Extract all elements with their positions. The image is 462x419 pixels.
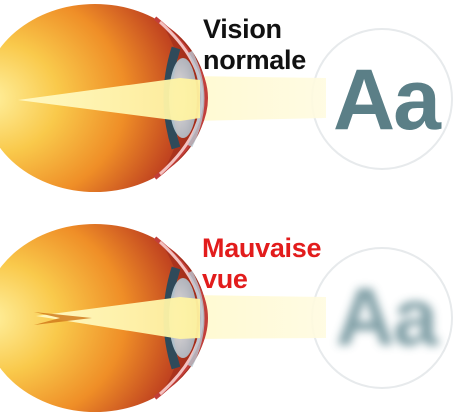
normal-vision-line1: Vision <box>203 14 282 44</box>
bad-vision-label: Mauvaise vue <box>202 233 321 295</box>
bad-vision-line1: Mauvaise <box>202 233 322 263</box>
normal-vision-line2: normale <box>203 45 306 75</box>
bad-vision-line2: vue <box>202 264 248 294</box>
bad-letters: Aa <box>336 272 440 363</box>
bad-vision-panel: Aa <box>0 224 453 412</box>
bad-eye <box>0 224 209 412</box>
normal-letters: Aa <box>333 52 442 148</box>
bad-focus-cross <box>34 312 92 325</box>
normal-vision-label: Vision normale <box>203 14 306 76</box>
bad-inner-beam <box>36 297 200 339</box>
normal-vision-panel: Aa <box>0 4 453 192</box>
normal-inner-beam <box>18 78 200 121</box>
normal-eye <box>0 4 209 192</box>
